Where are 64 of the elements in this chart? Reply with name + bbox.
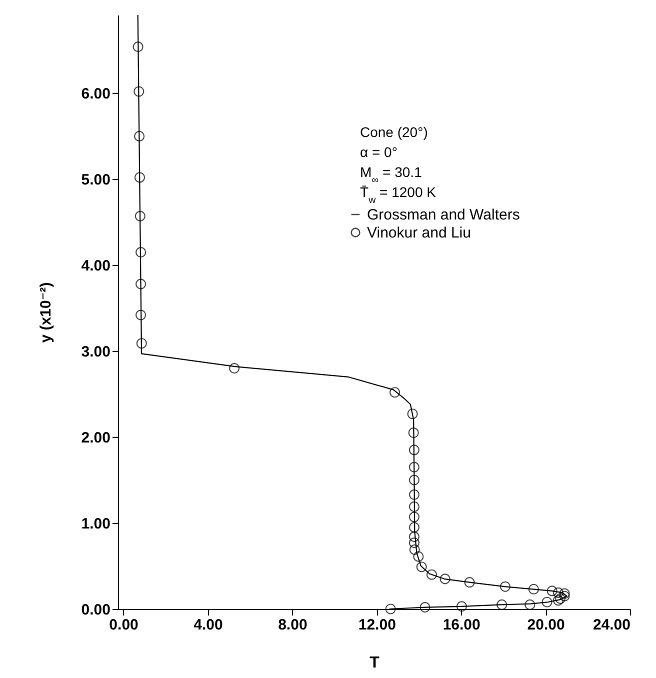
point <box>136 310 146 320</box>
point <box>407 408 418 420</box>
annotation: Cone (20°) <box>360 124 428 140</box>
x-tick-label: 12.00 <box>358 616 396 634</box>
x-axis-title: T <box>370 654 380 672</box>
point <box>134 210 146 222</box>
legend-label: Grossman and Walters <box>367 206 520 224</box>
x-tick-label: 0.00 <box>109 616 138 634</box>
point <box>496 599 508 610</box>
point <box>390 387 400 398</box>
annotation: T̄$_{w}$ = 1200 K <box>360 184 437 206</box>
point <box>409 544 420 555</box>
x-tick-label: 16.00 <box>442 616 480 634</box>
y-tick-label: 4.00 <box>81 258 110 275</box>
point <box>559 590 570 602</box>
point <box>416 562 427 572</box>
legend-label: Vinokur and Liu <box>367 224 471 242</box>
x-tick-label: 8.00 <box>278 616 308 634</box>
point <box>546 586 558 596</box>
point <box>524 599 536 610</box>
y-tick-label: 3.00 <box>81 344 110 361</box>
point <box>136 338 147 349</box>
y-tick-label: 2.00 <box>81 430 110 447</box>
point <box>555 593 566 604</box>
point <box>229 363 240 374</box>
point <box>456 601 468 612</box>
point <box>408 532 420 542</box>
point <box>542 596 552 608</box>
y-axis-title: y (x10⁻²) <box>37 282 54 343</box>
point <box>426 569 438 580</box>
point <box>440 574 450 584</box>
point <box>408 444 420 456</box>
point <box>408 512 420 522</box>
point <box>136 246 146 258</box>
x-tick-label: 20.00 <box>527 616 565 634</box>
annotation: M$_{∞}$ = 30.1 <box>360 164 422 186</box>
point <box>420 602 430 613</box>
point <box>134 172 146 183</box>
y-tick-label: 1.00 <box>81 516 110 533</box>
annotation: α = 0° <box>360 144 398 160</box>
point <box>552 595 564 606</box>
point <box>408 538 420 548</box>
point <box>408 522 420 533</box>
y-tick-label: 0.00 <box>81 602 110 618</box>
point <box>500 581 511 592</box>
point <box>132 42 144 52</box>
point <box>528 584 540 595</box>
point <box>413 551 424 562</box>
y-tick-label: 6.00 <box>81 86 110 103</box>
y-tick-label: 5.00 <box>81 172 110 189</box>
point <box>134 86 144 97</box>
point <box>134 130 145 142</box>
point <box>559 588 570 599</box>
point <box>408 474 420 486</box>
point <box>464 577 475 588</box>
point <box>408 427 419 438</box>
point <box>408 489 420 500</box>
x-tick-label: 24.00 <box>592 616 630 634</box>
point <box>552 587 564 598</box>
point <box>408 462 420 472</box>
point <box>408 501 420 512</box>
x-tick-label: 4.00 <box>194 616 223 634</box>
point <box>385 604 396 614</box>
point <box>136 278 146 290</box>
